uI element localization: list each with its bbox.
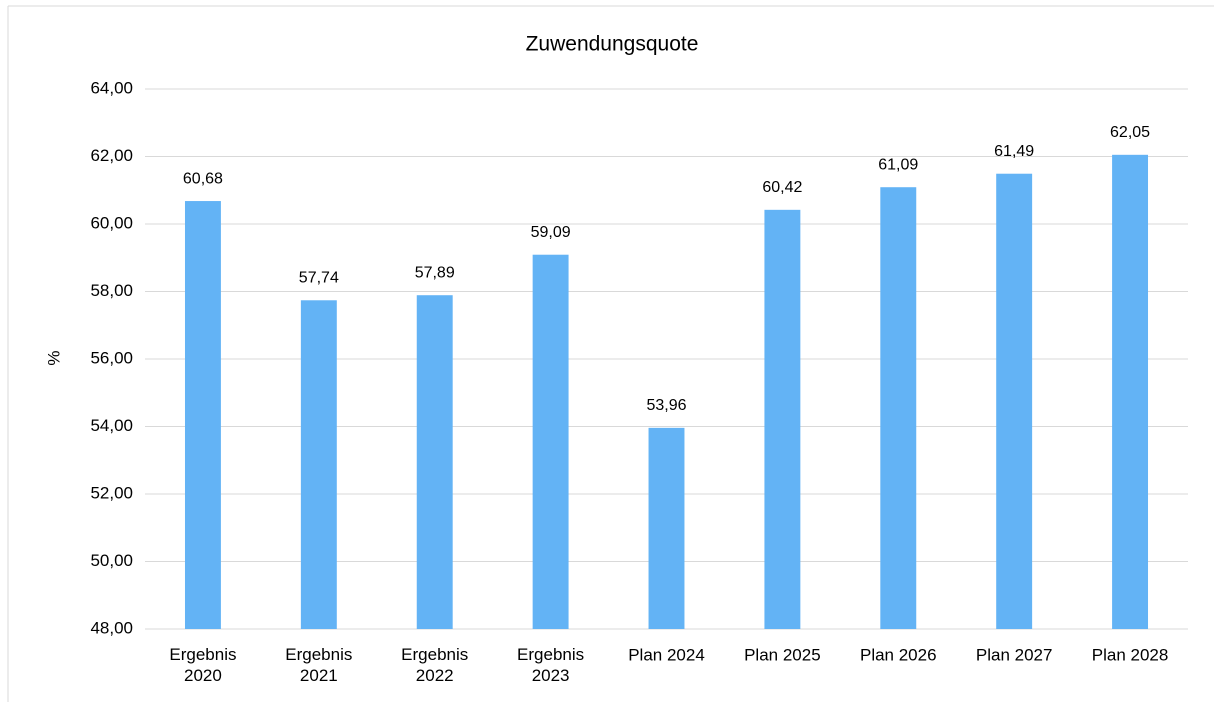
- y-axis-label: %: [44, 350, 63, 365]
- x-tick-label: Plan 2028: [1092, 645, 1169, 664]
- y-tick-label: 52,00: [90, 483, 133, 502]
- data-label: 57,89: [415, 264, 455, 281]
- x-tick-label: Plan 2026: [860, 645, 937, 664]
- x-tick-label: Plan 2027: [976, 645, 1053, 664]
- x-tick-label: Ergebnis 2021: [285, 645, 352, 685]
- bar: [648, 427, 685, 629]
- bar: [416, 295, 453, 629]
- y-tick-label: 60,00: [90, 213, 133, 232]
- x-tick-label: Plan 2024: [628, 645, 705, 664]
- data-label: 57,74: [299, 269, 339, 286]
- y-tick-label: 48,00: [90, 618, 133, 637]
- y-tick-label: 56,00: [90, 348, 133, 367]
- data-label: 61,49: [994, 143, 1034, 160]
- bar: [764, 209, 801, 629]
- bar: [184, 201, 221, 630]
- y-tick-label: 64,00: [90, 78, 133, 97]
- bar: [300, 300, 337, 629]
- data-label: 61,09: [878, 156, 918, 173]
- data-label: 60,42: [762, 179, 802, 196]
- bar: [532, 254, 569, 629]
- y-tick-label: 54,00: [90, 416, 133, 435]
- data-label: 59,09: [531, 224, 571, 241]
- y-tick-label: 58,00: [90, 281, 133, 300]
- bar: [996, 173, 1033, 629]
- x-tick-label: Ergebnis 2023: [517, 645, 584, 685]
- x-tick-label: Ergebnis 2020: [169, 645, 236, 685]
- x-tick-label: Ergebnis 2022: [401, 645, 468, 685]
- data-label: 62,05: [1110, 124, 1150, 141]
- bar: [1112, 154, 1149, 629]
- x-tick-label: Plan 2025: [744, 645, 821, 664]
- y-tick-label: 50,00: [90, 551, 133, 570]
- data-label: 53,96: [646, 397, 686, 414]
- chart-title: Zuwendungsquote: [526, 33, 699, 56]
- data-label: 60,68: [183, 170, 223, 187]
- bar: [880, 187, 917, 629]
- y-tick-label: 62,00: [90, 146, 133, 165]
